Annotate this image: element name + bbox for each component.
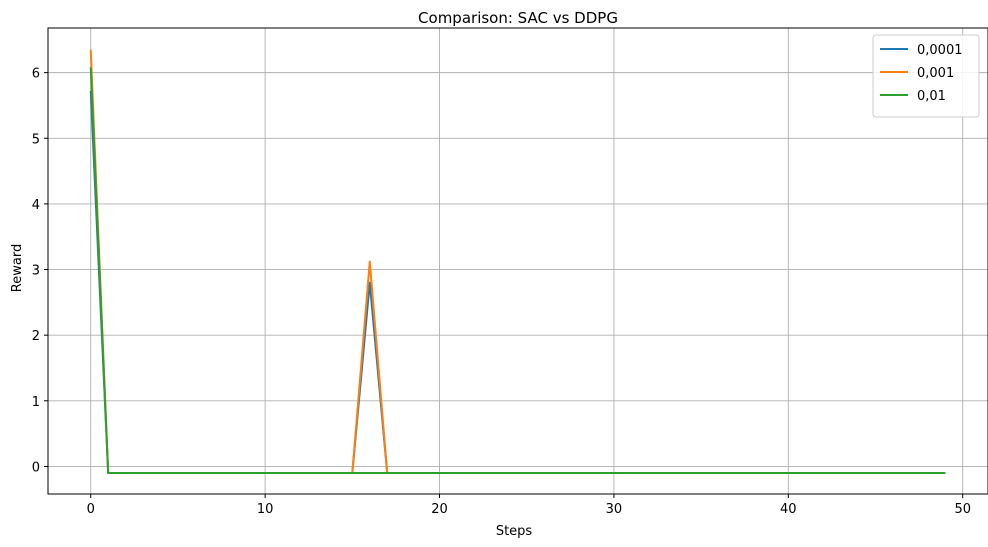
x-axis-ticks: 0 10 20 30 40 50 [87,494,971,517]
legend-label-1: 0,0001 [917,43,963,58]
series-line-3 [89,67,946,474]
legend-box [872,34,980,118]
x-tick-label: 30 [606,502,623,517]
y-tick-label: 2 [32,329,40,344]
y-tick-label: 4 [32,198,40,213]
x-tick-label: 0 [87,502,95,517]
x-tick-label: 20 [431,502,448,517]
y-axis-ticks: 0 1 2 3 4 5 6 [32,67,48,475]
legend-label-3: 0,01 [917,89,946,104]
series-lines [89,49,946,474]
y-axis-label: Reward [10,244,25,292]
series-line-1 [89,90,946,474]
legend-label-2: 0,001 [917,66,954,81]
y-tick-label: 5 [32,132,40,147]
x-tick-label: 40 [780,502,797,517]
chart-title: Comparison: SAC vs DDPG [418,9,618,27]
y-tick-label: 0 [32,460,40,475]
plot-frame [47,27,988,495]
grid [48,28,988,494]
y-tick-label: 1 [32,395,40,410]
legend: 0,0001 0,001 0,01 [872,34,980,118]
y-tick-label: 6 [32,67,40,82]
x-tick-label: 10 [257,502,274,517]
x-axis-label: Steps [496,524,533,539]
y-tick-label: 3 [32,264,40,279]
x-tick-label: 50 [954,502,971,517]
series-line-2 [89,49,946,474]
